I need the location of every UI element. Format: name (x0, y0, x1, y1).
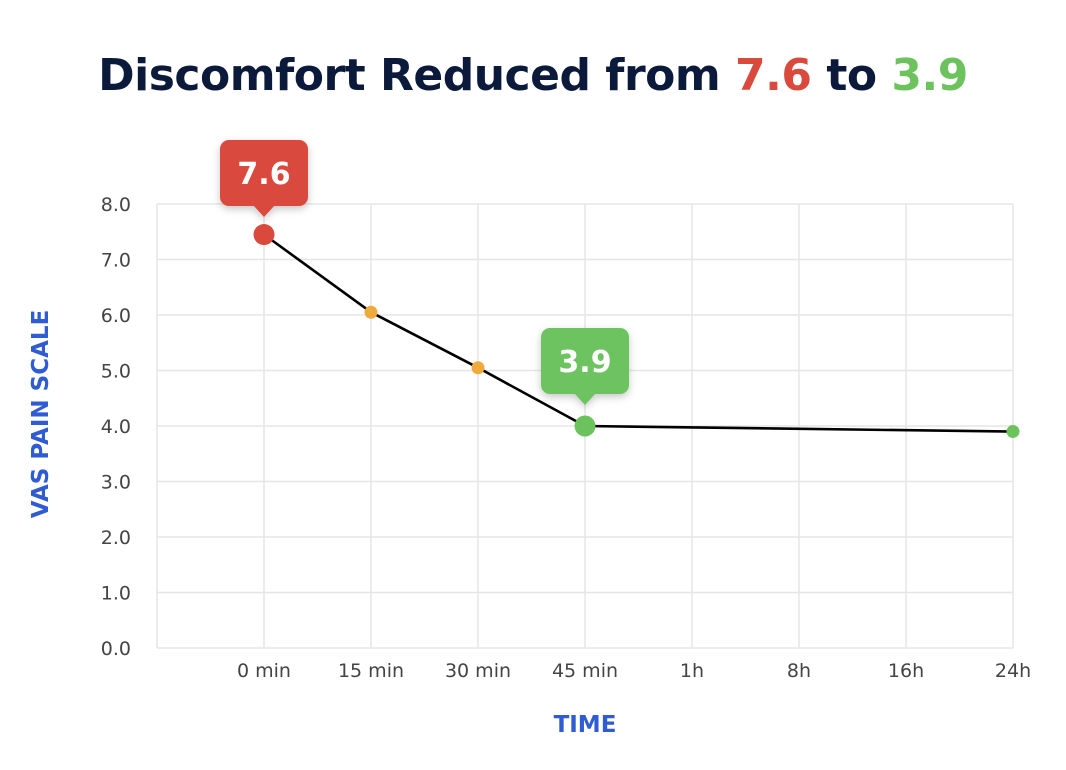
callout-7.6: 7.6 (220, 140, 308, 217)
data-point (471, 361, 485, 375)
y-axis-label: VAS PAIN SCALE (28, 310, 54, 519)
callout-3.9: 3.9 (541, 328, 629, 405)
title-connector: to (811, 50, 892, 101)
y-tick-label: 0.0 (101, 638, 131, 660)
x-tick-label: 16h (888, 660, 924, 682)
callout-label: 3.9 (558, 345, 611, 380)
chart-title: Discomfort Reduced from 7.6 to 3.9 (0, 50, 1066, 101)
y-axis-ticks: 0.0 1.0 2.0 3.0 4.0 5.0 6.0 7.0 8.0 (101, 194, 131, 660)
callout-box (220, 140, 308, 206)
y-tick-label: 4.0 (101, 416, 131, 438)
data-point (253, 224, 275, 246)
y-tick-label: 5.0 (101, 361, 131, 383)
x-axis-label: TIME (554, 712, 617, 738)
y-tick-label: 3.0 (101, 472, 131, 494)
x-tick-label: 1h (680, 660, 704, 682)
data-point (364, 305, 378, 319)
y-tick-label: 2.0 (101, 527, 131, 549)
title-start-value: 7.6 (735, 50, 812, 101)
callout-pointer (253, 205, 275, 217)
x-axis-ticks: 0 min 15 min 30 min 45 min 1h 8h 16h 24h (237, 660, 1031, 682)
x-tick-label: 0 min (237, 660, 291, 682)
y-tick-label: 6.0 (101, 305, 131, 327)
y-tick-label: 7.0 (101, 250, 131, 272)
y-tick-label: 8.0 (101, 194, 131, 216)
x-tick-label: 8h (787, 660, 811, 682)
callouts: 7.6 3.9 (220, 140, 629, 405)
x-tick-label: 30 min (445, 660, 511, 682)
title-end-value: 3.9 (891, 50, 968, 101)
series-line (263, 233, 1014, 433)
callout-label: 7.6 (237, 157, 290, 192)
data-point (1006, 425, 1020, 439)
x-tick-label: 24h (995, 660, 1031, 682)
data-points (253, 224, 1020, 439)
data-point (574, 415, 596, 437)
title-prefix: Discomfort Reduced from (98, 50, 736, 101)
y-tick-label: 1.0 (101, 583, 131, 605)
callout-box (541, 328, 629, 394)
callout-pointer (574, 393, 596, 405)
x-tick-label: 45 min (552, 660, 618, 682)
x-tick-label: 15 min (338, 660, 404, 682)
